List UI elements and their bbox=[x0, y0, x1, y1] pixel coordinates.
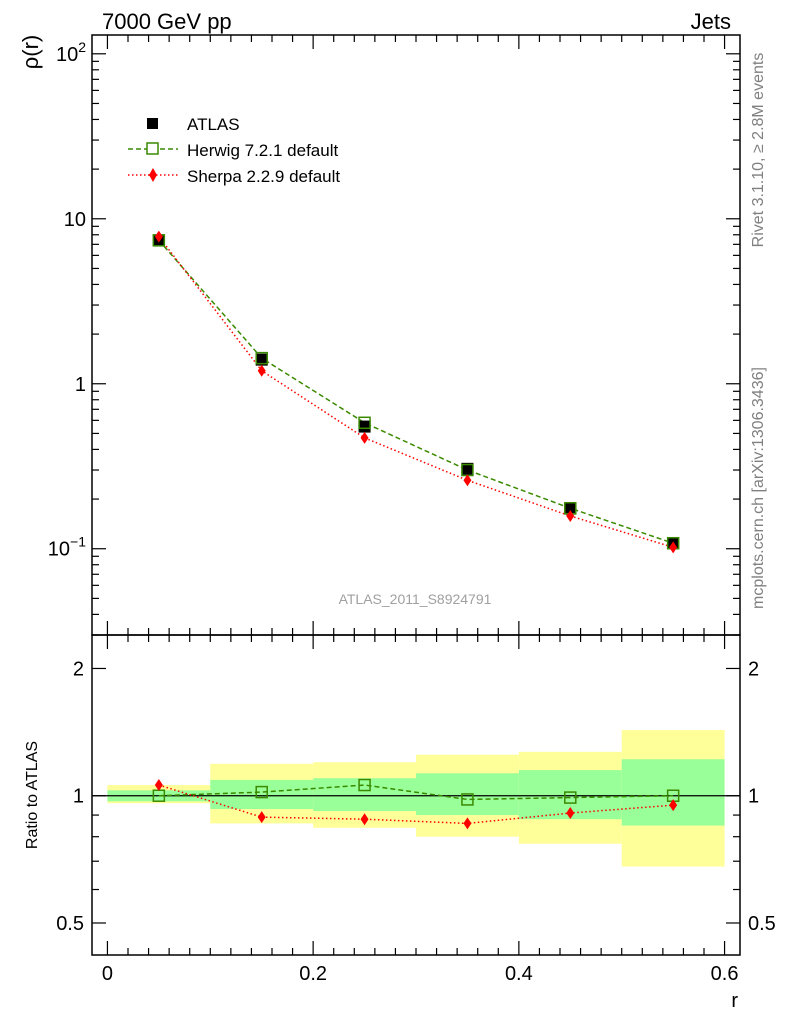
herwig-ratio-line bbox=[158, 784, 674, 801]
atlas-data-point bbox=[358, 420, 371, 433]
ratio-y-tick-label-left: 1 bbox=[73, 786, 84, 808]
inner-uncertainty-band bbox=[313, 778, 416, 812]
main-x-ticks bbox=[106, 35, 726, 635]
sherpa-point bbox=[566, 509, 575, 522]
main-series-line-1 bbox=[158, 239, 674, 544]
main-y-tick-label: 10 bbox=[64, 209, 86, 231]
ratio-uncertainty-bands bbox=[107, 730, 725, 867]
main-y-tick-exponent: −1 bbox=[70, 534, 86, 550]
main-y-ticks: 102 10 1 10−1 bbox=[48, 39, 740, 636]
main-ylabel: ρ(r) bbox=[18, 35, 43, 70]
herwig-point bbox=[358, 416, 371, 430]
sherpa-ratio-point bbox=[257, 811, 266, 824]
main-y-tick-label: 1 bbox=[75, 374, 86, 396]
sherpa-ratio-point bbox=[360, 813, 369, 826]
main-y-tick-exponent: 2 bbox=[78, 39, 86, 55]
herwig-ratio-point bbox=[564, 791, 577, 804]
herwig-ratio-point bbox=[255, 785, 268, 799]
herwig-ratio-point bbox=[358, 778, 371, 792]
ratio-y-tick-label-left: 0.5 bbox=[56, 913, 84, 935]
sherpa-ratio-point bbox=[566, 807, 575, 820]
legend-herwig-label: Herwig 7.2.1 default bbox=[187, 141, 338, 160]
main-y-tick-label: 102 bbox=[56, 39, 86, 66]
sherpa-ratio-point bbox=[154, 779, 163, 792]
ratio-y-tick-label-right: 2 bbox=[748, 658, 759, 680]
sherpa-ratio-point bbox=[463, 817, 472, 830]
header-jets-label: Jets bbox=[691, 9, 731, 34]
legend-atlas-marker bbox=[147, 118, 158, 129]
x-tick-label: 0 bbox=[102, 963, 113, 985]
ratio-y-tick-label-left: 2 bbox=[73, 658, 84, 680]
sherpa-ratio-point bbox=[669, 799, 678, 812]
rivet-version-label: Rivet 3.1.10, ≥ 2.8M events bbox=[750, 53, 767, 248]
atlas-data-point bbox=[461, 462, 474, 475]
x-tick-label: 0.4 bbox=[505, 963, 533, 985]
inner-uncertainty-band bbox=[210, 779, 314, 810]
x-axis-label: r bbox=[731, 990, 738, 1012]
main-series-line-2 bbox=[158, 236, 674, 549]
legend: ATLAS Herwig 7.2.1 default Sherpa 2.2.9 … bbox=[128, 115, 340, 186]
ratio-panel: 0.5 0.5 1 1 2 2 0 0.2 0.4 0.6 bbox=[56, 634, 776, 985]
ratio-y-tick-label-right: 1 bbox=[748, 786, 759, 808]
atlas-data-point bbox=[255, 353, 268, 366]
ratio-y-ticks: 0.5 0.5 1 1 2 2 bbox=[56, 658, 776, 935]
legend-atlas-label: ATLAS bbox=[187, 115, 240, 134]
herwig-ratio-point bbox=[461, 793, 474, 806]
x-tick-label: 0.6 bbox=[711, 963, 739, 985]
ratio-x-ticks: 0 0.2 0.4 0.6 bbox=[102, 635, 739, 985]
atlas-data-point bbox=[564, 502, 577, 515]
legend-herwig-marker bbox=[146, 142, 159, 155]
ratio-series bbox=[152, 778, 680, 830]
sherpa-point bbox=[360, 431, 369, 444]
inner-uncertainty-band bbox=[621, 759, 725, 826]
main-y-tick-label: 10−1 bbox=[48, 534, 86, 561]
sherpa-point bbox=[154, 230, 163, 243]
analysis-id-watermark: ATLAS_2011_S8924791 bbox=[339, 591, 492, 607]
sherpa-point bbox=[669, 541, 678, 554]
sherpa-point bbox=[257, 364, 266, 377]
herwig-point bbox=[255, 351, 268, 365]
sherpa-point bbox=[463, 474, 472, 487]
legend-sherpa-label: Sherpa 2.2.9 default bbox=[187, 167, 340, 186]
mcplots-label: mcplots.cern.ch [arXiv:1306.3436] bbox=[750, 367, 767, 609]
header-energy-label: 7000 GeV pp bbox=[102, 9, 232, 34]
legend-sherpa-marker bbox=[149, 168, 157, 182]
main-series bbox=[152, 230, 680, 554]
ratio-y-tick-label-right: 0.5 bbox=[748, 913, 776, 935]
ratio-ylabel: Ratio to ATLAS bbox=[24, 741, 41, 849]
x-tick-label: 0.2 bbox=[299, 963, 327, 985]
